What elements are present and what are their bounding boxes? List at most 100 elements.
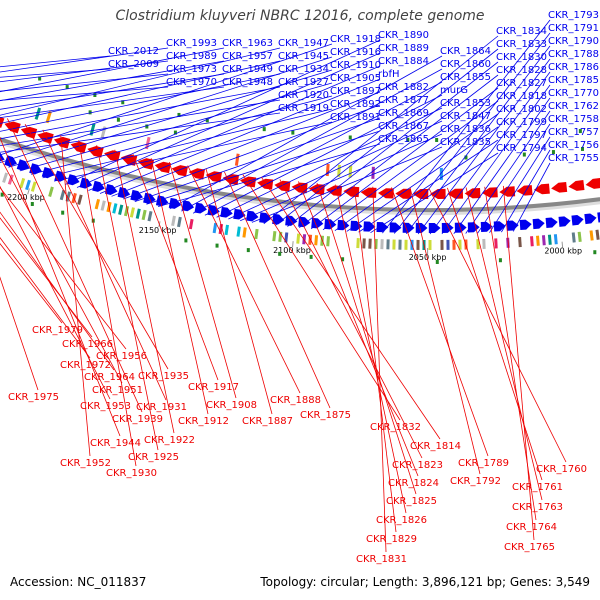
forward-leader-line [405, 45, 551, 235]
forward-gene-arrow [259, 212, 272, 223]
cog-segment [314, 235, 319, 246]
feature-marker [262, 127, 266, 132]
forward-leader-line [310, 87, 499, 230]
reverse-gene-label: CKR_1825 [386, 496, 437, 507]
forward-leader-line [88, 65, 381, 191]
feature-marker [116, 117, 120, 122]
forward-gene-label: CKR_1882 [378, 82, 429, 93]
cog-segment [272, 231, 277, 242]
reverse-gene-arrow [188, 168, 205, 180]
reverse-leader-line [0, 136, 121, 437]
feature-marker [215, 243, 219, 248]
forward-gene-label: CKR_1834 [496, 26, 547, 37]
reverse-gene-arrow [481, 187, 498, 198]
forward-gene-arrow [4, 155, 18, 167]
forward-leader-line [393, 32, 551, 234]
forward-leader-line [169, 55, 443, 210]
forward-gene-label: CKR_1836 [440, 124, 491, 135]
forward-gene-arrow [415, 222, 428, 233]
forward-gene-label: CKR_1947 [278, 38, 329, 49]
forward-gene-label: CKR_1948 [222, 77, 273, 88]
forward-gene-label: CKR_1884 [378, 56, 429, 67]
feature-marker [145, 124, 149, 129]
scale-tick [292, 241, 294, 248]
cog-segment [59, 189, 66, 201]
cog-segment [224, 224, 229, 236]
forward-gene-label: CKR_1799 [496, 117, 547, 128]
reverse-gene-label: CKR_1966 [62, 339, 113, 350]
feature-marker [406, 137, 410, 142]
reverse-gene-label: CKR_1944 [90, 438, 141, 449]
reverse-gene-label: CKR_1765 [504, 542, 555, 553]
reverse-gene-label: CKR_1952 [60, 458, 111, 469]
forward-leader-line [0, 43, 333, 156]
cog-segment [94, 198, 101, 210]
forward-gene-label: CKR_1920 [278, 90, 329, 101]
forward-leader-line [0, 56, 333, 164]
cog-segment [2, 172, 9, 183]
forward-leader-line [216, 107, 443, 218]
forward-leader-line [429, 71, 551, 235]
cog-segment [112, 203, 118, 214]
cog-segment [177, 216, 182, 228]
cog-segment [236, 226, 241, 237]
forward-leader-line [0, 60, 169, 83]
cog-segment [242, 227, 247, 238]
reverse-gene-label: CKR_1823 [392, 460, 443, 471]
reverse-leader-line [279, 179, 423, 459]
scale-label: 2150 kbp [139, 226, 177, 235]
reverse-leader-line [372, 186, 387, 553]
forward-gene-label: CKR_1790 [548, 36, 599, 47]
forward-gene-arrow [558, 216, 571, 227]
forward-leader-line [441, 84, 551, 235]
forward-gene-label: CKR_1865 [378, 134, 429, 145]
reverse-gene-label: CKR_1925 [128, 452, 179, 463]
forward-gene-arrow [246, 210, 259, 222]
forward-gene-label: rbfH [378, 69, 400, 80]
cog-segment [118, 204, 124, 215]
reverse-leader-line [78, 140, 137, 467]
forward-gene-label: CKR_1794 [496, 143, 547, 154]
forward-gene-arrow [545, 217, 558, 229]
cog-segment [171, 215, 176, 227]
reverse-gene-label: CKR_1760 [536, 464, 587, 475]
reverse-leader-line [187, 165, 301, 394]
feature-marker [522, 152, 526, 157]
forward-gene-arrow [29, 163, 42, 175]
reverse-gene-arrow [171, 165, 188, 177]
reverse-gene-label: CKR_1951 [92, 385, 143, 396]
reverse-gene-label: CKR_1930 [106, 468, 157, 479]
cog-segment [147, 210, 153, 222]
reverse-gene-label: CKR_1908 [206, 400, 257, 411]
reverse-gene-arrow [516, 185, 533, 196]
forward-gene-label: CKR_1989 [166, 51, 217, 62]
reverse-gene-label: CKR_1763 [512, 502, 563, 513]
reverse-leader-line [7, 118, 143, 413]
reverse-gene-arrow [395, 188, 412, 199]
reverse-leader-line [391, 187, 489, 457]
cog-segment-inner [371, 166, 375, 179]
reverse-gene-arrow [533, 183, 550, 195]
reverse-gene-label: CKR_1832 [370, 422, 421, 433]
reverse-leader-line [205, 168, 273, 415]
reverse-gene-arrow [378, 188, 394, 199]
forward-leader-line [123, 104, 381, 200]
reverse-leader-line [298, 181, 419, 477]
feature-marker [65, 85, 69, 90]
reverse-gene-label: CKR_1975 [8, 392, 59, 403]
forward-gene-arrow [597, 212, 600, 223]
feature-marker [121, 100, 125, 105]
feature-marker [348, 135, 352, 140]
genome-backbone [0, 136, 600, 212]
reverse-gene-arrow [70, 141, 87, 154]
forward-gene-label: CKR_1945 [278, 51, 329, 62]
forward-gene-label: CKR_1963 [222, 38, 273, 49]
forward-gene-label: CKR_1916 [330, 47, 381, 58]
reverse-leader-line [409, 187, 481, 475]
forward-leader-line [489, 136, 551, 233]
feature-marker [581, 146, 585, 151]
reverse-leader-line [168, 161, 237, 399]
reverse-gene-arrow [0, 116, 5, 128]
forward-gene-label: CKR_1970 [166, 77, 217, 88]
